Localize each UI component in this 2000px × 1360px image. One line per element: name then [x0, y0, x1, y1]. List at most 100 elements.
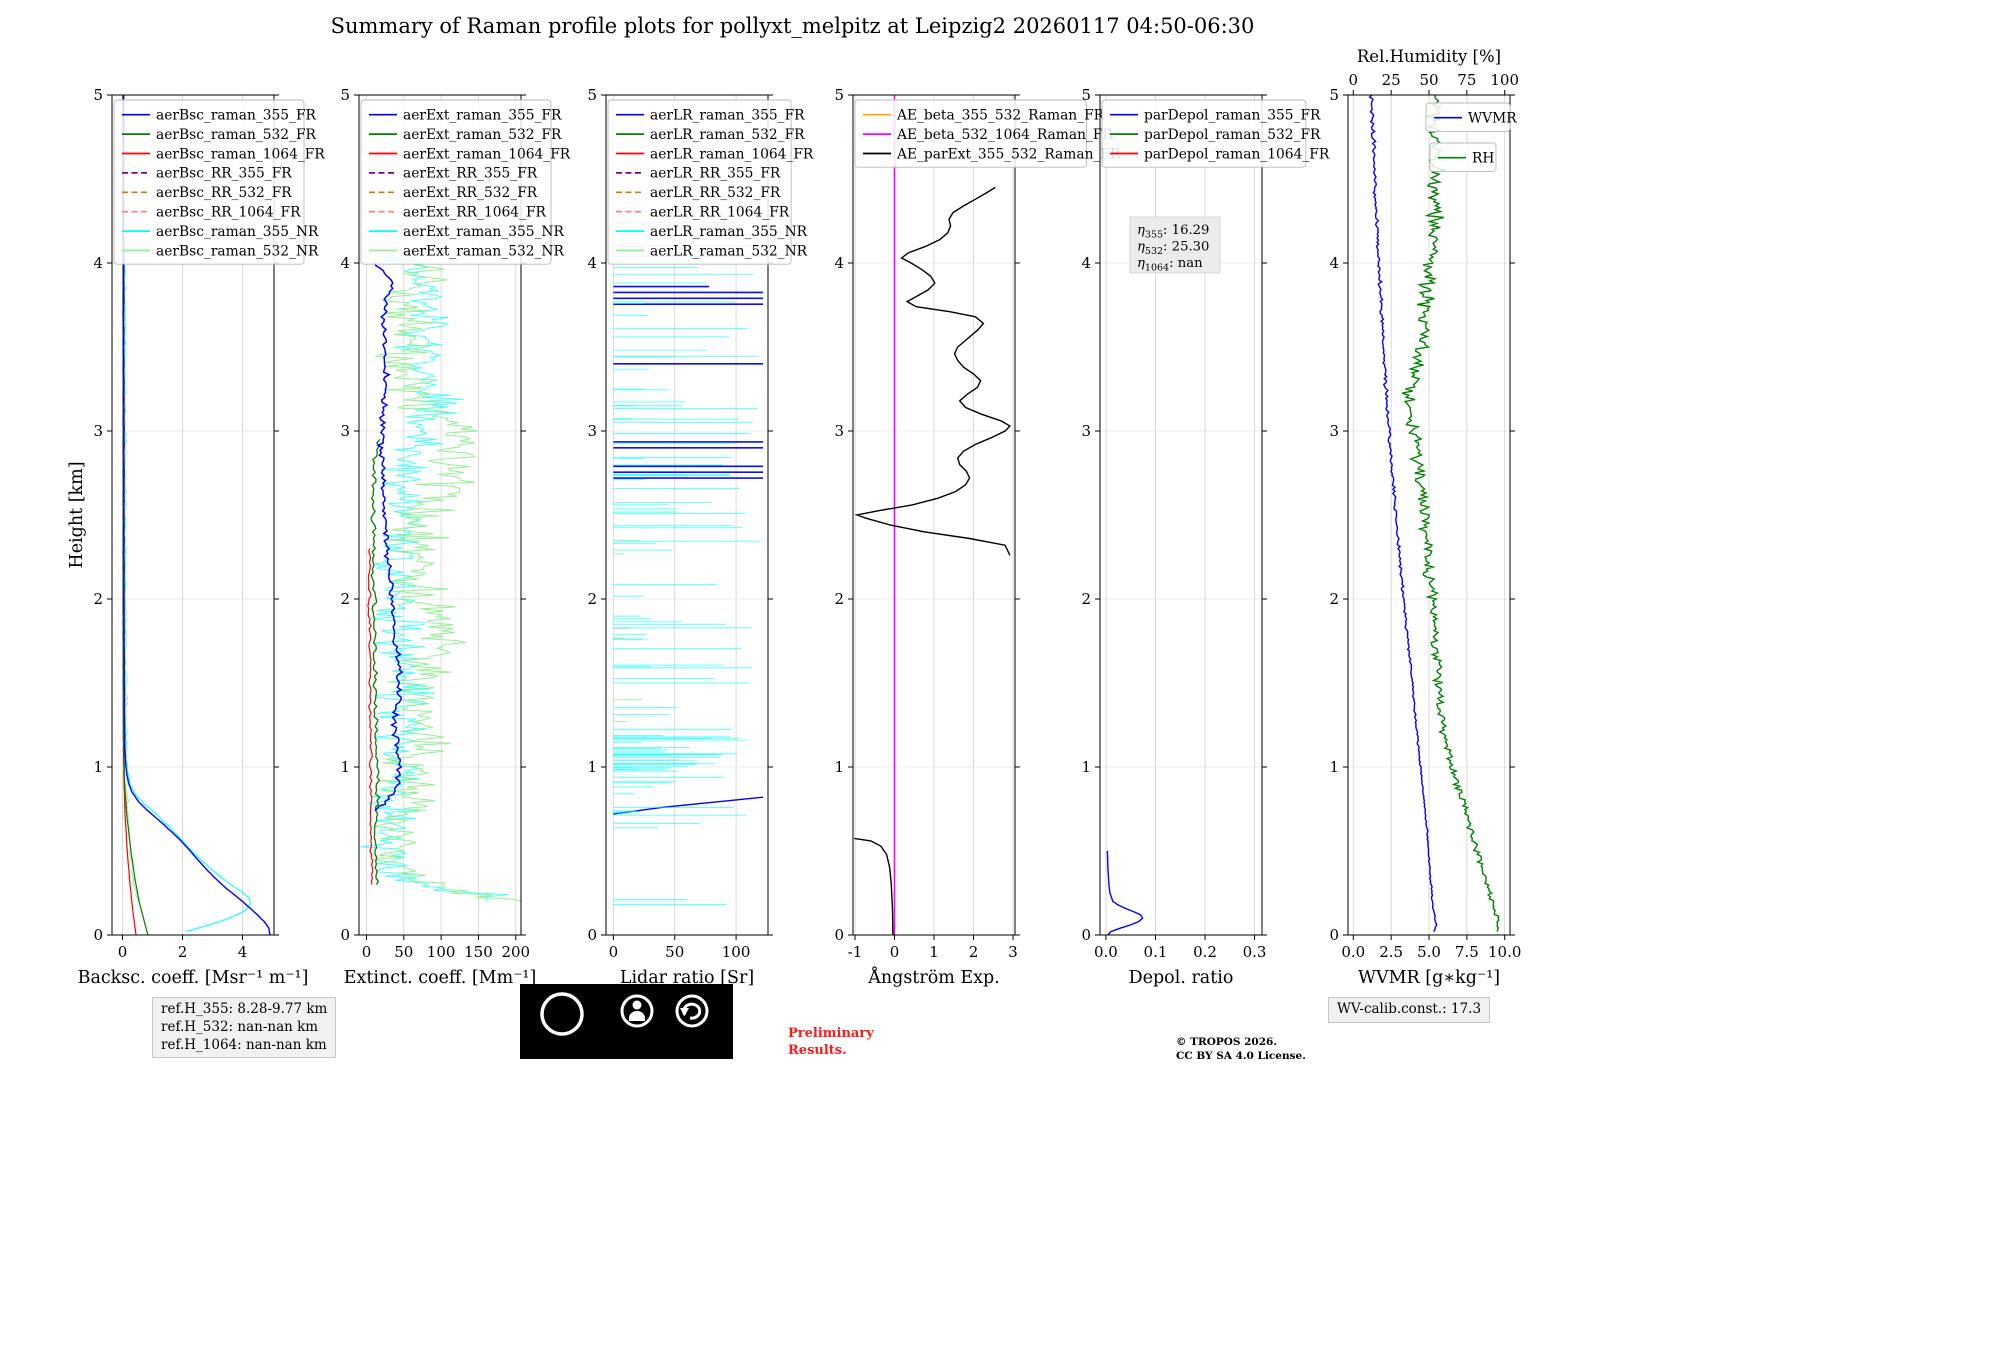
- axes-frame: [358, 94, 522, 936]
- svg-text:aerLR_raman_355_NR: aerLR_raman_355_NR: [650, 224, 808, 240]
- svg-text:η355: 16.29: η355: 16.29: [1137, 223, 1209, 241]
- xlabel-extinction: Extinct. coeff. [Mm⁻¹]: [344, 968, 537, 988]
- svg-text:parDepol_raman_532_FR: parDepol_raman_532_FR: [1144, 127, 1321, 143]
- svg-text:5: 5: [1329, 86, 1339, 104]
- svg-text:3: 3: [1008, 943, 1018, 961]
- series-aerExt_raman_355_NR: [360, 254, 509, 902]
- svg-text:aerBsc_RR_532_FR: aerBsc_RR_532_FR: [156, 185, 292, 201]
- svg-text:75: 75: [1457, 71, 1476, 89]
- preliminary-line1: Preliminary: [788, 1026, 874, 1041]
- svg-text:AE_beta_355_532_Raman_FR: AE_beta_355_532_Raman_FR: [896, 108, 1105, 124]
- svg-text:4: 4: [1081, 254, 1091, 272]
- svg-text:1: 1: [587, 758, 597, 776]
- svg-text:η532: 25.30: η532: 25.30: [1137, 240, 1209, 258]
- svg-text:4: 4: [587, 254, 597, 272]
- by-label: BY: [627, 1040, 648, 1056]
- preliminary-results-note: Preliminary Results.: [788, 1026, 874, 1060]
- sa-arrow-icon: [675, 994, 709, 1028]
- svg-text:aerBsc_raman_355_NR: aerBsc_raman_355_NR: [156, 224, 319, 240]
- ylabel-height: Height [km]: [67, 461, 87, 568]
- svg-text:1: 1: [340, 758, 350, 776]
- legend-box: [1101, 99, 1307, 168]
- eta-annotation-box: [1129, 216, 1221, 274]
- svg-text:0: 0: [93, 926, 103, 944]
- cc-badge-graphic: CC BY SA: [520, 984, 733, 1059]
- svg-text:1: 1: [834, 758, 844, 776]
- svg-text:aerExt_RR_1064_FR: aerExt_RR_1064_FR: [403, 205, 547, 221]
- wv-calibration-box: WV-calib.const.: 17.3: [1328, 997, 1491, 1023]
- svg-text:aerBsc_raman_532_FR: aerBsc_raman_532_FR: [156, 127, 317, 143]
- svg-text:0: 0: [1081, 926, 1091, 944]
- svg-text:aerLR_RR_1064_FR: aerLR_RR_1064_FR: [650, 205, 790, 221]
- svg-text:4: 4: [238, 943, 248, 961]
- svg-text:0.0: 0.0: [1341, 943, 1365, 961]
- legend-box: [360, 99, 552, 265]
- legend-box: [854, 99, 1087, 168]
- svg-text:5: 5: [340, 86, 350, 104]
- series-AE_parExt_355_532_Raman_FR_low: [854, 837, 894, 936]
- ref-h-532: ref.H_532: nan-nan km: [161, 1018, 319, 1035]
- svg-text:0: 0: [1329, 926, 1339, 944]
- svg-text:50: 50: [665, 943, 684, 961]
- svg-text:5: 5: [834, 86, 844, 104]
- svg-text:50: 50: [1419, 71, 1438, 89]
- legend-box: [113, 99, 305, 265]
- svg-text:0: 0: [340, 926, 350, 944]
- svg-text:3: 3: [1081, 422, 1091, 440]
- svg-text:200: 200: [501, 943, 530, 961]
- series-aerBsc_raman_355_NR: [122, 254, 251, 933]
- svg-text:aerLR_raman_532_NR: aerLR_raman_532_NR: [650, 243, 808, 259]
- cc-logo-icon: [540, 992, 584, 1036]
- svg-text:WVMR: WVMR: [1468, 111, 1517, 127]
- svg-text:aerLR_RR_532_FR: aerLR_RR_532_FR: [650, 185, 781, 201]
- svg-text:50: 50: [394, 943, 413, 961]
- xlabel-wvmr: WVMR [g∗kg⁻¹]: [1358, 968, 1500, 988]
- svg-text:AE_beta_532_1064_Raman_FR: AE_beta_532_1064_Raman_FR: [896, 127, 1113, 143]
- svg-text:100: 100: [1490, 71, 1519, 89]
- wv-calib-text: WV-calib.const.: 17.3: [1337, 1001, 1482, 1017]
- svg-text:5: 5: [587, 86, 597, 104]
- svg-text:0.2: 0.2: [1193, 943, 1217, 961]
- svg-text:aerExt_raman_1064_FR: aerExt_raman_1064_FR: [403, 146, 571, 162]
- panel-backscatter: 0 1 2 3 4 5 0 2 4 Backsc. coeff. [Msr⁻¹ m⁻¹] Heigh…: [67, 86, 325, 988]
- svg-text:0.3: 0.3: [1243, 943, 1267, 961]
- svg-text:aerExt_raman_355_NR: aerExt_raman_355_NR: [403, 224, 564, 240]
- series-RH: [1401, 94, 1500, 932]
- svg-text:aerExt_RR_355_FR: aerExt_RR_355_FR: [403, 166, 538, 182]
- series-WVMR: [1368, 94, 1438, 932]
- svg-text:aerLR_raman_1064_FR: aerLR_raman_1064_FR: [650, 146, 814, 162]
- top-axis-label: Rel.Humidity [%]: [1357, 47, 1501, 66]
- svg-text:parDepol_raman_1064_FR: parDepol_raman_1064_FR: [1144, 146, 1330, 162]
- series-aerLR_raman_355_FR_low: [613, 796, 764, 815]
- panel-wvmr: 0 1 2 3 4 5 0.0 2.5 5.0 7.5 10.0 WVMR [g∗kg⁻¹] 0 25 50…: [1329, 47, 1521, 988]
- svg-text:aerBsc_raman_355_FR: aerBsc_raman_355_FR: [156, 108, 317, 124]
- axes-frame: [1099, 94, 1263, 936]
- svg-text:0: 0: [118, 943, 128, 961]
- svg-text:0: 0: [834, 926, 844, 944]
- svg-text:aerExt_RR_532_FR: aerExt_RR_532_FR: [403, 185, 538, 201]
- svg-text:1: 1: [93, 758, 103, 776]
- series-parDepol_raman_355_FR: [1106, 850, 1144, 936]
- svg-text:1: 1: [1081, 758, 1091, 776]
- svg-text:3: 3: [834, 422, 844, 440]
- by-person-icon: [620, 994, 654, 1028]
- svg-text:aerExt_raman_355_FR: aerExt_raman_355_FR: [403, 108, 562, 124]
- cc-logo-text: CC: [549, 1005, 575, 1026]
- svg-text:2: 2: [587, 590, 597, 608]
- svg-text:100: 100: [427, 943, 456, 961]
- svg-text:0: 0: [609, 943, 619, 961]
- svg-text:η1064: nan: η1064: nan: [1137, 256, 1203, 274]
- svg-text:7.5: 7.5: [1455, 943, 1479, 961]
- svg-text:2: 2: [834, 590, 844, 608]
- svg-text:0: 0: [1349, 71, 1359, 89]
- svg-text:3: 3: [93, 422, 103, 440]
- svg-text:3: 3: [587, 422, 597, 440]
- tropos-line1: © TROPOS 2026.: [1176, 1036, 1278, 1048]
- svg-text:parDepol_raman_355_FR: parDepol_raman_355_FR: [1144, 108, 1321, 124]
- xlabel-angstroem: Ångström Exp.: [867, 967, 1000, 988]
- ref-h-1064: ref.H_1064: nan-nan km: [161, 1036, 327, 1053]
- svg-text:2.5: 2.5: [1379, 943, 1403, 961]
- preliminary-line2: Results.: [788, 1042, 847, 1058]
- svg-text:2: 2: [969, 943, 979, 961]
